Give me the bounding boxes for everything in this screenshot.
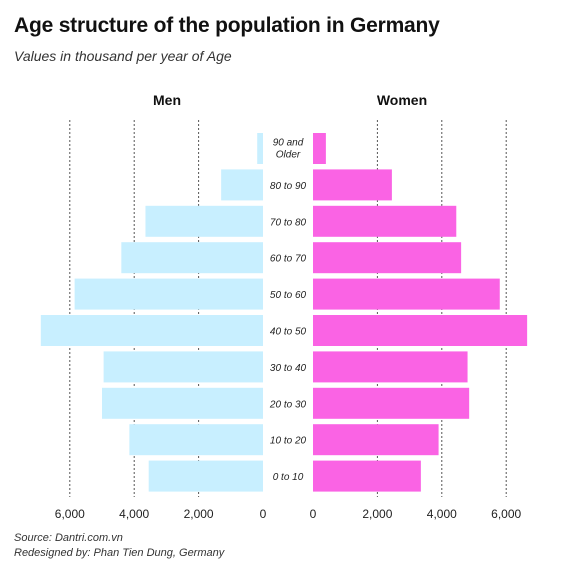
bar-men: [121, 242, 263, 274]
bar-women: [313, 133, 326, 164]
bar-women: [313, 169, 392, 201]
category-label: 80 to 90: [270, 181, 307, 192]
category-label: 60 to 70: [270, 254, 307, 265]
chart-title: Age structure of the population in Germa…: [14, 14, 440, 37]
bar-men: [221, 169, 263, 201]
category-label: Older: [276, 150, 301, 161]
category-label: 0 to 10: [273, 472, 304, 483]
category-label: 30 to 40: [270, 363, 307, 374]
x-tick-label-women: 2,000: [362, 507, 392, 521]
x-tick-label-men: 2,000: [184, 507, 214, 521]
bar-women: [313, 242, 462, 274]
x-tick-label-men: 6,000: [55, 507, 85, 521]
category-label: 40 to 50: [270, 327, 307, 338]
x-tick-label-men: 0: [260, 507, 267, 521]
bar-men: [148, 460, 263, 492]
category-label: 90 and: [273, 138, 304, 149]
chart-subtitle: Values in thousand per year of Age: [14, 48, 232, 64]
bar-men: [257, 133, 263, 164]
bar-women: [313, 205, 457, 237]
category-label: 20 to 30: [269, 399, 307, 410]
bar-women: [313, 315, 528, 346]
bar-men: [103, 351, 263, 383]
bar-men: [145, 205, 263, 237]
bar-women: [313, 460, 421, 492]
credit-line: Redesigned by: Phan Tien Dung, Germany: [14, 547, 225, 559]
x-tick-label-women: 6,000: [491, 507, 521, 521]
bar-women: [313, 351, 468, 383]
source-line: Source: Dantri.com.vn: [14, 532, 123, 544]
source-note: Source: Dantri.com.vn Redesigned by: Pha…: [14, 531, 224, 561]
bar-men: [129, 424, 263, 456]
x-tick-label-women: 0: [310, 507, 317, 521]
bar-women: [313, 424, 439, 456]
x-tick-label-men: 4,000: [119, 507, 149, 521]
category-label: 10 to 20: [270, 436, 307, 447]
bar-women: [313, 387, 470, 419]
series-title-men: Men: [153, 92, 181, 108]
category-label: 50 to 60: [270, 290, 307, 301]
bar-men: [102, 387, 263, 419]
series-title-women: Women: [377, 92, 427, 108]
bar-women: [313, 278, 500, 310]
x-tick-label-women: 4,000: [427, 507, 457, 521]
bar-men: [74, 278, 263, 310]
bar-men: [40, 315, 263, 346]
category-label: 70 to 80: [270, 217, 307, 228]
